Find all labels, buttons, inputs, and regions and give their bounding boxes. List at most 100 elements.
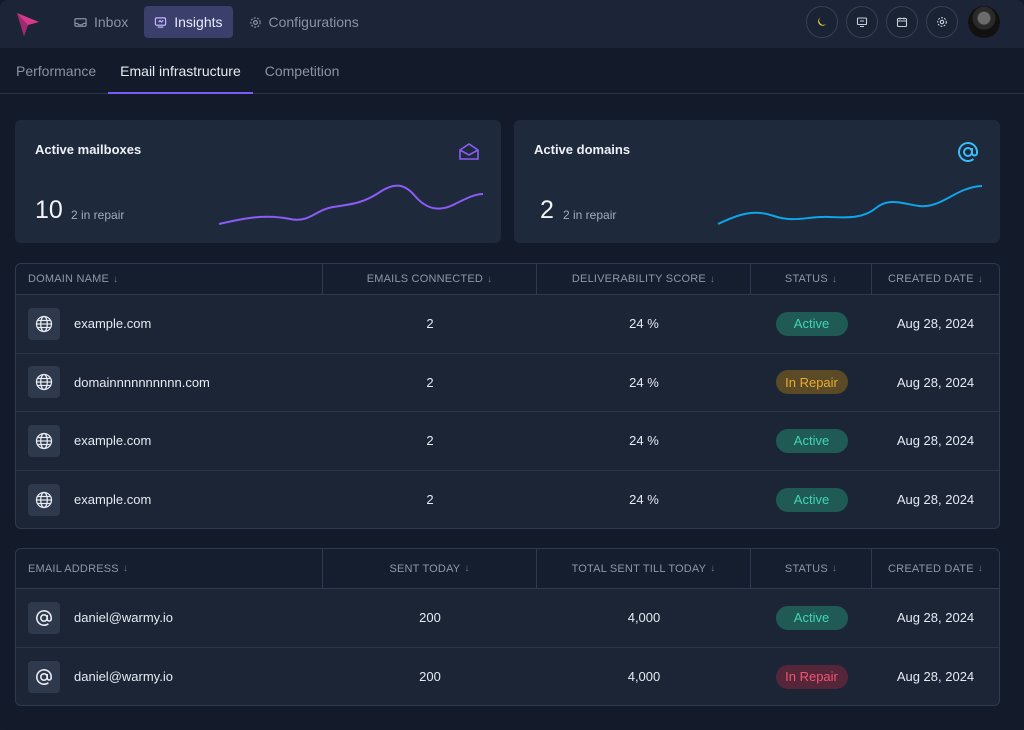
- sort-arrow-icon: ↓: [710, 563, 716, 574]
- theme-toggle-button[interactable]: [806, 6, 838, 38]
- created-date: Aug 28, 2024: [896, 433, 975, 449]
- table-row[interactable]: domainnnnnnnnnn.com 2 24 % In Repair Aug…: [16, 354, 999, 412]
- sort-email-address[interactable]: EMAIL ADDRESS ↓: [16, 549, 323, 588]
- nav-tab-insights[interactable]: Insights: [144, 6, 233, 38]
- created-date: Aug 28, 2024: [896, 374, 975, 390]
- deliverability-score: 24 %: [629, 374, 659, 390]
- table-row[interactable]: example.com 2 24 % Active Aug 28, 2024: [16, 412, 999, 471]
- sort-arrow-icon: ↓: [831, 273, 838, 285]
- header-label: STATUS: [784, 562, 828, 575]
- mailboxes-sparkline: [218, 184, 484, 225]
- at-sign-icon: [28, 660, 60, 693]
- deliverability-score: 24 %: [629, 433, 659, 449]
- sort-emails-connected[interactable]: EMAILS CONNECTED ↓: [323, 264, 537, 294]
- status-badge: In Repair: [775, 370, 848, 395]
- deliverability-score: 24 %: [629, 316, 659, 332]
- total-sent: 4,000: [627, 669, 661, 685]
- header-label: TOTAL SENT TILL TODAY: [571, 562, 707, 575]
- toolbar: [806, 6, 1000, 38]
- at-sign-icon: [28, 601, 60, 634]
- nav-tab-label: Configurations: [268, 14, 359, 30]
- sort-arrow-icon: ↓: [709, 273, 716, 285]
- sort-created-date[interactable]: CREATED DATE ↓: [872, 549, 999, 588]
- card-title: Active domains: [534, 142, 631, 157]
- gear-icon: [249, 16, 261, 28]
- card-subtext: 2 in repair: [71, 208, 125, 222]
- sort-created-date[interactable]: CREATED DATE ↓: [872, 264, 999, 294]
- card-value: 10: [35, 196, 63, 224]
- sort-arrow-icon: ↓: [977, 563, 983, 574]
- sort-status[interactable]: STATUS ↓: [751, 264, 872, 294]
- nav-tab-label: Insights: [174, 14, 223, 30]
- nav-tab-inbox[interactable]: Inbox: [64, 6, 138, 38]
- header-label: STATUS: [784, 273, 828, 285]
- nav-tab-configurations[interactable]: Configurations: [239, 6, 369, 38]
- emails-connected: 2: [426, 433, 434, 449]
- domain-name: domainnnnnnnnnn.com: [74, 374, 210, 390]
- table-header: EMAIL ADDRESS ↓ SENT TODAY ↓ TOTAL SENT TI…: [16, 549, 999, 589]
- moon-icon: [818, 17, 827, 26]
- card-subtext: 2 in repair: [563, 208, 617, 222]
- created-date: Aug 28, 2024: [896, 669, 975, 685]
- sort-deliverability-score[interactable]: DELIVERABILITY SCORE ↓: [537, 264, 751, 294]
- tab-performance[interactable]: Performance: [16, 62, 97, 79]
- deliverability-score: 24 %: [629, 492, 659, 508]
- header-label: DOMAIN NAME: [28, 273, 110, 285]
- sub-tabs: Performance Email infrastructure Competi…: [0, 48, 1024, 94]
- sort-arrow-icon: ↓: [487, 273, 493, 285]
- status-badge: Active: [775, 605, 848, 630]
- domain-name: example.com: [74, 316, 152, 332]
- email-address: daniel@warmy.io: [74, 669, 173, 685]
- status-badge: Active: [775, 428, 848, 453]
- status-badge: In Repair: [775, 664, 848, 689]
- sort-total-sent[interactable]: TOTAL SENT TILL TODAY ↓: [537, 549, 751, 588]
- sort-status[interactable]: STATUS ↓: [751, 549, 872, 588]
- settings-button[interactable]: [926, 6, 958, 38]
- insights-icon: [155, 16, 167, 28]
- settings-icon: [937, 17, 947, 27]
- emails-connected: 2: [426, 316, 434, 332]
- table-row[interactable]: daniel@warmy.io 200 4,000 In Repair Aug …: [16, 648, 999, 706]
- domain-name: example.com: [74, 433, 152, 449]
- created-date: Aug 28, 2024: [896, 316, 975, 332]
- header-label: CREATED DATE: [888, 273, 974, 285]
- calendar-icon: [896, 17, 908, 28]
- main-nav: Inbox Insights Configurations: [64, 6, 369, 38]
- sort-arrow-icon: ↓: [113, 273, 119, 285]
- email-accounts-table: EMAIL ADDRESS ↓ SENT TODAY ↓ TOTAL SENT TI…: [15, 548, 1000, 706]
- sort-domain-name[interactable]: DOMAIN NAME ↓: [16, 264, 323, 294]
- domains-table: DOMAIN NAME ↓ EMAILS CONNECTED ↓ DELIVERAB…: [15, 263, 1000, 529]
- card-value: 2: [540, 196, 554, 224]
- tab-email-infrastructure[interactable]: Email infrastructure: [108, 48, 253, 94]
- avatar[interactable]: [968, 6, 1000, 38]
- sort-sent-today[interactable]: SENT TODAY ↓: [323, 549, 537, 588]
- globe-icon: [28, 366, 60, 399]
- table-row[interactable]: daniel@warmy.io 200 4,000 Active Aug 28,…: [16, 589, 999, 648]
- card-title: Active mailboxes: [35, 142, 142, 157]
- screen-button[interactable]: [846, 6, 878, 38]
- at-sign-icon: [958, 141, 978, 162]
- sent-today: 200: [419, 610, 441, 626]
- table-row[interactable]: example.com 2 24 % Active Aug 28, 2024: [16, 471, 999, 529]
- domain-name: example.com: [74, 492, 152, 508]
- table-row[interactable]: example.com 2 24 % Active Aug 28, 2024: [16, 295, 999, 354]
- tab-competition[interactable]: Competition: [264, 62, 340, 79]
- globe-icon: [28, 483, 60, 516]
- inbox-icon: [74, 17, 87, 27]
- emails-connected: 2: [426, 374, 434, 390]
- sent-today: 200: [419, 669, 441, 685]
- created-date: Aug 28, 2024: [896, 492, 975, 508]
- sort-arrow-icon: ↓: [464, 563, 470, 574]
- status-badge: Active: [775, 487, 848, 512]
- active-mailboxes-card: Active mailboxes 10 2 in repair: [15, 120, 501, 243]
- logo-icon[interactable]: [14, 10, 42, 38]
- sort-arrow-icon: ↓: [122, 563, 129, 574]
- email-address: daniel@warmy.io: [74, 610, 173, 626]
- nav-tab-label: Inbox: [94, 14, 129, 30]
- table-header: DOMAIN NAME ↓ EMAILS CONNECTED ↓ DELIVERAB…: [16, 264, 999, 295]
- status-badge: Active: [775, 311, 848, 336]
- sort-arrow-icon: ↓: [977, 273, 983, 285]
- calendar-button[interactable]: [886, 6, 918, 38]
- envelope-open-icon: [459, 143, 479, 160]
